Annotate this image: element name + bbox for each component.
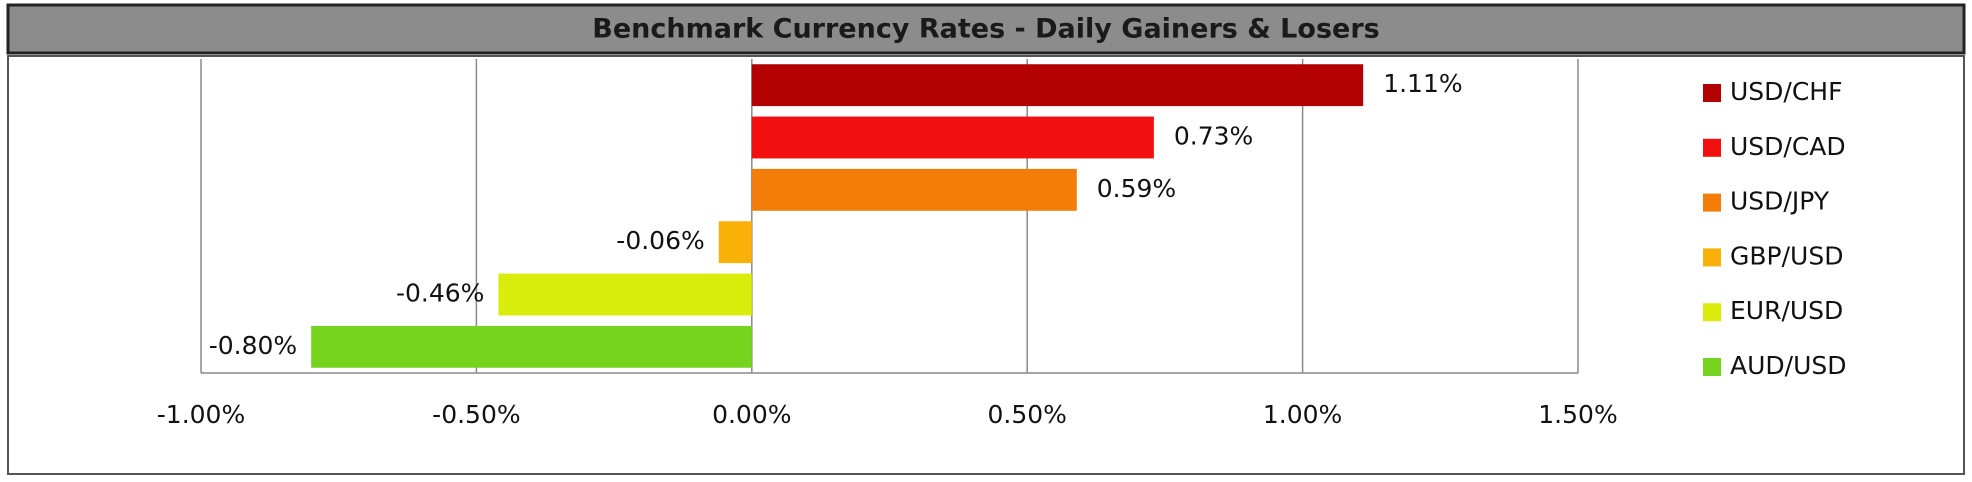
x-tick-label: 0.50% bbox=[987, 400, 1066, 429]
x-tick-label: 1.00% bbox=[1263, 400, 1342, 429]
bar bbox=[498, 273, 752, 316]
legend-swatch bbox=[1703, 193, 1721, 212]
bar bbox=[718, 221, 752, 264]
legend-label: GBP/USD bbox=[1730, 241, 1843, 270]
value-label: 0.73% bbox=[1174, 122, 1253, 151]
value-label: -0.06% bbox=[616, 226, 704, 255]
x-tick-label: -0.50% bbox=[432, 400, 520, 429]
bar bbox=[311, 325, 752, 368]
legend-swatch bbox=[1703, 303, 1721, 322]
legend-label: USD/CAD bbox=[1730, 132, 1846, 161]
x-tick-label: -1.00% bbox=[157, 400, 245, 429]
x-tick-label: 1.50% bbox=[1538, 400, 1617, 429]
legend-swatch bbox=[1703, 138, 1721, 157]
legend-label: AUD/USD bbox=[1730, 351, 1847, 380]
legend-label: USD/CHF bbox=[1730, 77, 1842, 106]
chart-title: Benchmark Currency Rates - Daily Gainers… bbox=[592, 14, 1379, 45]
bar bbox=[751, 116, 1154, 159]
legend-label: EUR/USD bbox=[1730, 296, 1843, 325]
bar bbox=[751, 64, 1364, 107]
bar bbox=[751, 168, 1077, 211]
title-bar bbox=[6, 3, 1966, 55]
value-label: 0.59% bbox=[1097, 174, 1176, 203]
legend-swatch bbox=[1703, 248, 1721, 267]
value-label: 1.11% bbox=[1383, 69, 1462, 98]
x-tick-label: 0.00% bbox=[712, 400, 791, 429]
legend-swatch bbox=[1703, 84, 1721, 102]
legend-swatch bbox=[1703, 358, 1721, 376]
legend-label: USD/JPY bbox=[1730, 187, 1830, 216]
value-label: -0.46% bbox=[396, 279, 484, 308]
value-label: -0.80% bbox=[209, 331, 297, 360]
